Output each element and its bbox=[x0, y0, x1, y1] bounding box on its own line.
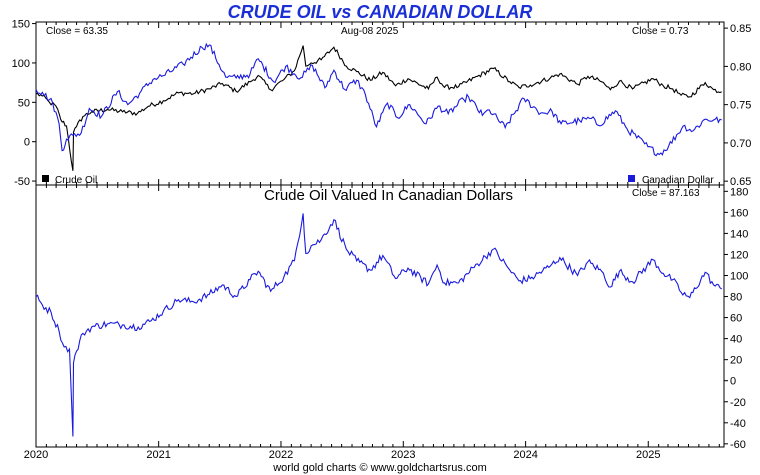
cad-line bbox=[35, 42, 722, 157]
y-tick-label: 0.80 bbox=[730, 61, 751, 73]
y-tick-label: -40 bbox=[730, 418, 746, 430]
y-tick-label: -20 bbox=[730, 397, 746, 409]
x-tick-label: 2022 bbox=[269, 449, 293, 461]
legend-cad-label: Canadian Dollar bbox=[642, 175, 714, 186]
y-tick-label: 60 bbox=[730, 313, 742, 325]
y-tick-label: 40 bbox=[730, 334, 742, 346]
y-tick-label: 20 bbox=[730, 355, 742, 367]
bottom-panel-frame bbox=[35, 184, 725, 448]
bottom-chart-title: Crude Oil Valued In Canadian Dollars bbox=[264, 187, 513, 204]
y-tick-label: 0 bbox=[730, 376, 736, 388]
close-crude-label: Close = 63.35 bbox=[46, 26, 108, 37]
y-tick-label: 160 bbox=[730, 207, 748, 219]
y-tick-label: 120 bbox=[730, 249, 748, 261]
legend-crude-swatch bbox=[42, 175, 49, 182]
y-tick-label: 100 bbox=[730, 270, 748, 282]
legend-cad-swatch bbox=[628, 175, 635, 182]
close-cad-label: Close = 0.73 bbox=[632, 26, 689, 37]
y-tick-label: 100 bbox=[12, 58, 30, 70]
x-axis: 2020 2021 2022 2023 2024 2025 bbox=[24, 22, 720, 461]
top-left-axis: 150 100 50 0 -50 bbox=[12, 19, 36, 188]
x-tick-label: 2023 bbox=[391, 449, 415, 461]
x-tick-label: 2021 bbox=[146, 449, 170, 461]
top-panel-frame bbox=[35, 21, 725, 186]
close-ratio-label: Close = 87.163 bbox=[632, 188, 700, 199]
y-tick-label: 180 bbox=[730, 186, 748, 198]
crude-oil-line bbox=[35, 45, 722, 171]
series-layer bbox=[35, 42, 723, 437]
y-tick-label: 0 bbox=[24, 137, 30, 149]
chart-title: CRUDE OIL vs CANADIAN DOLLAR bbox=[227, 2, 533, 22]
y-tick-label: 50 bbox=[18, 97, 30, 109]
date-label: Aug-08 2025 bbox=[341, 26, 399, 37]
x-tick-label: 2025 bbox=[636, 449, 660, 461]
x-tick-label: 2024 bbox=[513, 449, 537, 461]
y-tick-label: 0.85 bbox=[730, 23, 751, 35]
legend-crude-label: Crude Oil bbox=[55, 175, 97, 186]
y-tick-label: -50 bbox=[14, 176, 30, 188]
y-tick-label: 0.75 bbox=[730, 100, 751, 112]
y-tick-label: 150 bbox=[12, 19, 30, 31]
top-right-axis: 0.85 0.80 0.75 0.70 0.65 bbox=[724, 23, 751, 188]
y-tick-label: -60 bbox=[730, 439, 746, 451]
bottom-right-axis: 180 160 140 120 100 80 60 40 20 0 -20 -40 -60 bbox=[724, 186, 748, 451]
y-tick-label: 0.70 bbox=[730, 138, 751, 150]
y-tick-label: 0.65 bbox=[730, 176, 751, 188]
x-tick-label: 2020 bbox=[24, 449, 48, 461]
footer-credit: world gold charts © www.goldchartsrus.co… bbox=[273, 462, 487, 474]
y-tick-label: 80 bbox=[730, 292, 742, 304]
ratio-line bbox=[35, 213, 723, 437]
y-tick-label: 140 bbox=[730, 228, 748, 240]
